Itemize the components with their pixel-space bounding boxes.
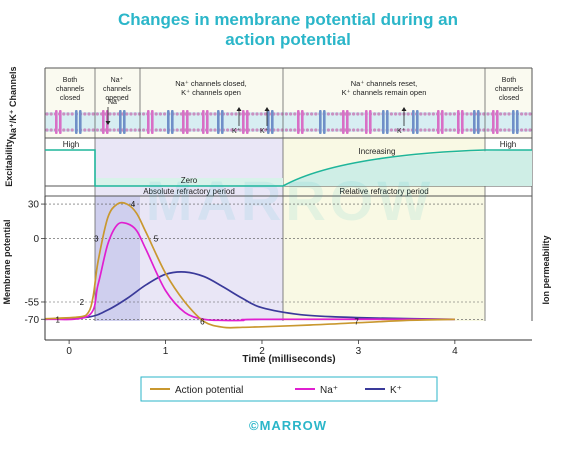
y-tick-label-3: -70 [25,315,40,326]
point-label-3: 3 [94,235,99,244]
state-na-opened: Na⁺ channels opened [103,76,132,102]
x-tick-label-0: 0 [66,346,72,357]
series-line-k [44,271,455,321]
x-axis-ticks: 0 1 2 3 4 [66,340,458,357]
state-na-reset-k-open: Na⁺ channels reset, K⁺ channels remain op… [342,79,427,97]
point-label-4: 4 [131,200,136,209]
rising-phase-shade [95,196,140,321]
k-ion-label-2: K⁺ [260,127,269,135]
point-label-2: 2 [80,298,85,307]
x-tick-label-4: 4 [452,346,458,357]
legend-label-na: Na⁺ [320,385,338,396]
ion-permeability-label: Ion permeability [541,235,551,304]
point-label-1: 1 [56,315,61,324]
point-label-5: 5 [154,235,159,244]
title-line-1: Changes in membrane potential during an [117,10,459,29]
absolute-refractory-label: Absolute refractory period [143,187,235,196]
legend-label-k: K⁺ [390,385,402,396]
relative-refractory-label: Relative refractory period [339,187,428,196]
chart-point-labels: 1 2 3 4 5 6 7 [56,200,360,327]
k-ion-label-3: K⁺ [397,127,406,135]
legend-label-action-potential: Action potential [175,385,243,396]
na-inflow-arrowhead [105,121,111,125]
excitability-high-right: High [500,140,516,149]
y-axis-ticks: 30 0 -55 -70 [25,200,45,326]
excitability-zero-band [95,178,283,186]
series-line-na [44,221,455,322]
y-tick-label-1: 0 [33,234,39,245]
state-na-closed-k-open: Na⁺ channels closed, K⁺ channels open [175,79,247,97]
excitability-increasing: Increasing [359,147,396,156]
excitability-high-left: High [63,140,79,149]
series-line-action-potential [44,201,455,329]
excitability-fill [283,150,532,186]
membrane-band [45,112,532,132]
x-tick-label-2: 2 [259,346,265,357]
y-tick-label-0: 30 [28,200,40,211]
x-axis-title: Time (milliseconds) [242,354,335,365]
membrane-potential-label: Membrane potential [2,219,12,304]
k-outflow-arrowhead-1 [236,107,242,111]
point-label-7: 7 [354,318,359,327]
title-line-2: action potential [225,30,351,49]
watermark: MARROW [146,169,434,232]
state-both-closed-left: Both channels closed [56,77,85,102]
x-tick-label-1: 1 [163,346,169,357]
na-ion-label: Na⁺ [108,98,121,106]
ion-channels [55,110,519,134]
excitability-zero: Zero [181,176,198,185]
chart-series [44,201,455,329]
credit-text: ©MARROW [249,418,327,433]
point-label-6: 6 [200,318,205,327]
diagram-title: Changes in membrane potential during an … [0,10,576,50]
channels-row-label: Na⁺/K⁺ Channels [8,66,18,139]
k-ion-label-1: K⁺ [232,127,241,135]
state-both-closed-right: Both channels closed [495,77,524,102]
legend-box [140,376,438,402]
k-outflow-arrowhead-2 [264,107,270,111]
x-tick-label-3: 3 [356,346,362,357]
excitability-row-label: Excitability [4,139,14,187]
k-outflow-arrowhead-3 [401,107,407,111]
excitability-curve [45,149,532,187]
y-tick-label-2: -55 [25,298,40,309]
